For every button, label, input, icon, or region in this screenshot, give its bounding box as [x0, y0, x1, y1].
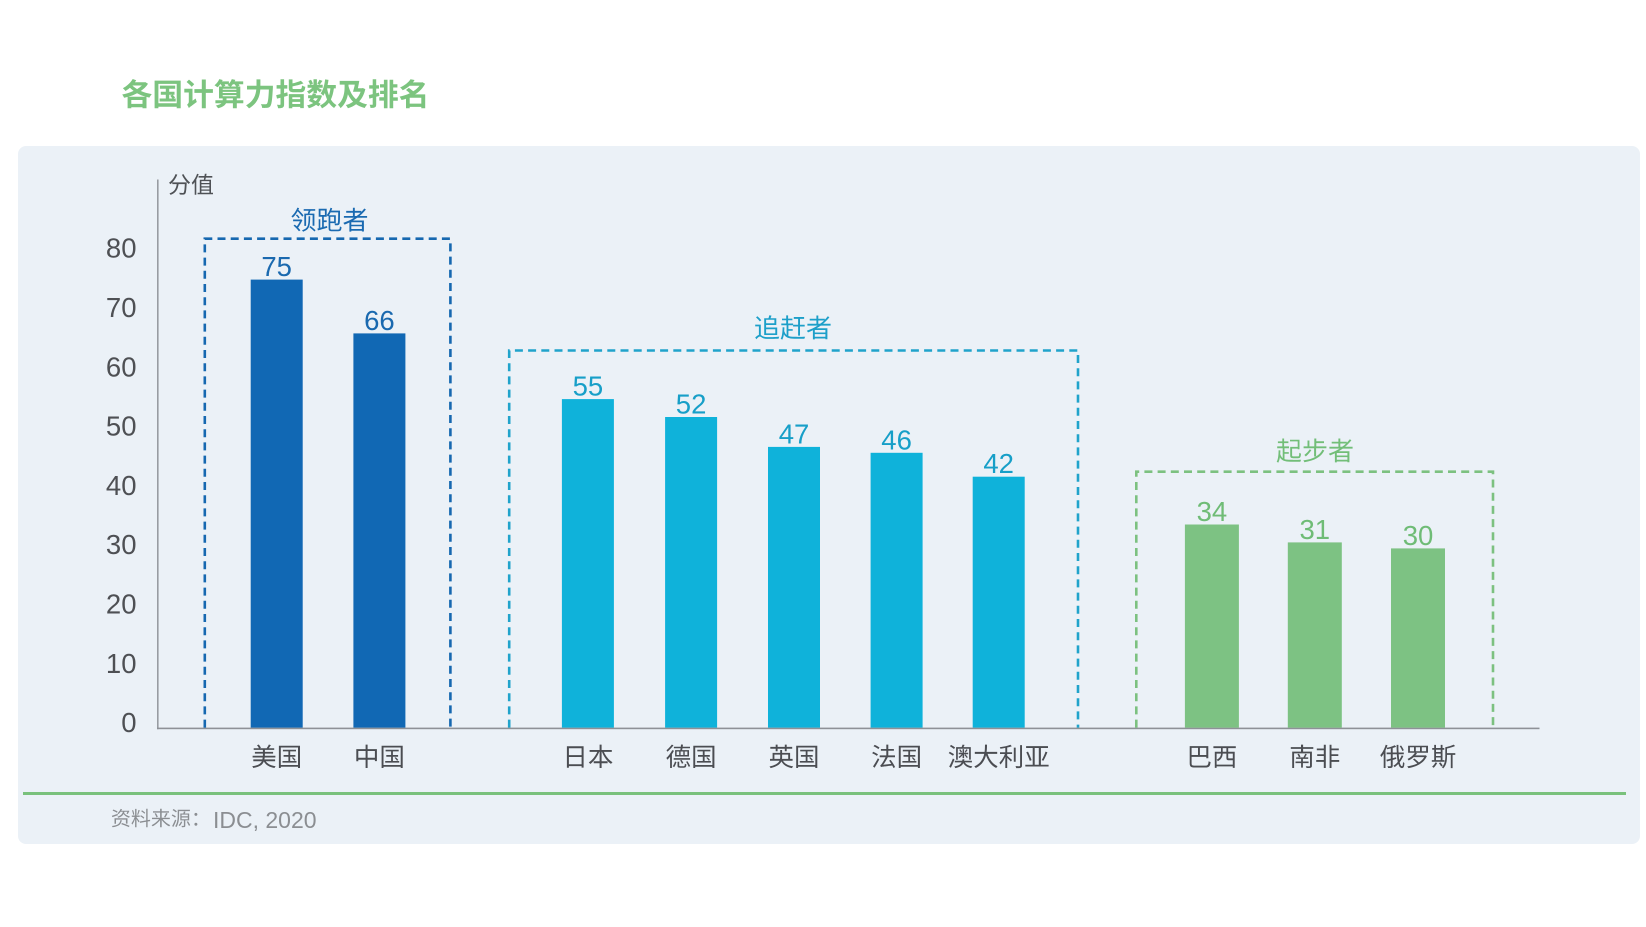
svg-text:60: 60	[106, 351, 137, 382]
svg-text:30: 30	[106, 529, 137, 560]
svg-text:55: 55	[573, 371, 604, 402]
svg-text:47: 47	[779, 418, 810, 449]
svg-text:66: 66	[364, 305, 395, 336]
svg-text:70: 70	[106, 292, 137, 323]
svg-text:52: 52	[676, 389, 707, 420]
svg-text:30: 30	[1403, 520, 1434, 551]
svg-text:40: 40	[106, 470, 137, 501]
svg-text:34: 34	[1197, 496, 1228, 527]
svg-text:10: 10	[106, 648, 137, 679]
svg-text:IDC, 2020: IDC, 2020	[213, 807, 317, 833]
svg-text:46: 46	[881, 424, 912, 455]
svg-text:75: 75	[261, 251, 292, 282]
svg-text:42: 42	[983, 448, 1014, 479]
svg-text:20: 20	[106, 589, 137, 620]
svg-text:80: 80	[106, 233, 137, 264]
svg-text:50: 50	[106, 411, 137, 442]
svg-text:31: 31	[1300, 514, 1331, 545]
svg-text:0: 0	[121, 707, 136, 738]
